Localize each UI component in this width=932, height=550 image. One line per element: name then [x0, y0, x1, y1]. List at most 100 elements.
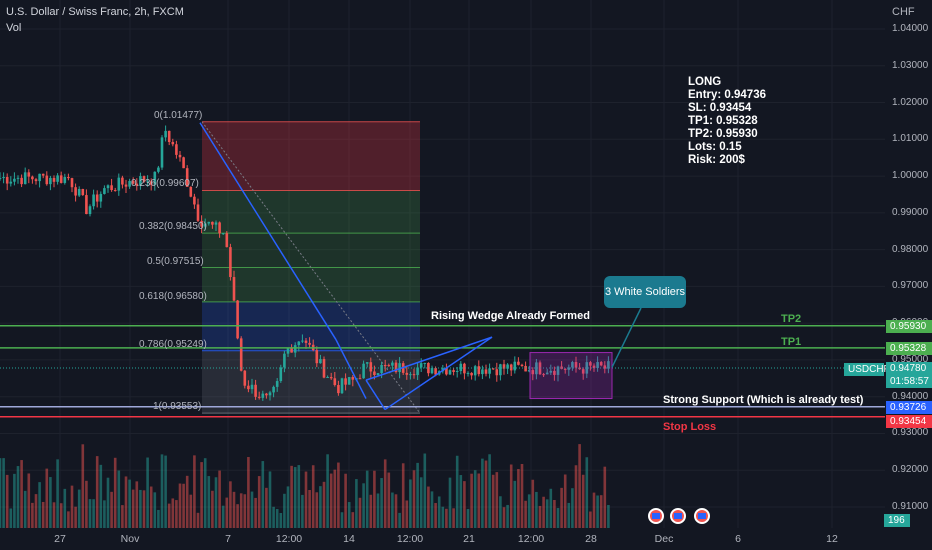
candle-body	[308, 342, 311, 345]
volume-bar	[67, 511, 70, 528]
volume-bar	[466, 509, 470, 528]
volume-bar	[599, 495, 603, 528]
candle-body	[38, 173, 41, 182]
volume-bar	[175, 500, 178, 528]
volume-bar	[301, 494, 304, 528]
time-tick: 12:00	[517, 533, 545, 545]
candle-body	[70, 178, 74, 188]
volume-bar	[463, 481, 466, 528]
wedge-lines	[199, 122, 642, 411]
volume-bar	[542, 496, 545, 528]
volume-bar	[488, 454, 491, 528]
volume-bar	[574, 465, 578, 528]
candle-body	[599, 362, 603, 366]
candle-body	[459, 363, 463, 372]
time-tick: 6	[735, 533, 741, 545]
candle-body	[232, 277, 236, 301]
candle-body	[131, 181, 135, 184]
candle-body	[110, 185, 113, 191]
consolidation-box	[529, 352, 613, 400]
volume-bar	[459, 475, 463, 528]
volume-bar	[538, 505, 542, 528]
trade-direction: LONG	[688, 76, 722, 88]
volume-bar	[441, 506, 445, 528]
three-white-soldiers-callout[interactable]: 3 White Soldiers	[604, 276, 686, 308]
volume-bar	[481, 458, 484, 528]
volume-bar	[250, 491, 254, 528]
volume-bar	[167, 503, 171, 528]
volume-bar	[113, 457, 117, 528]
candle-body	[157, 167, 160, 172]
candle-body	[412, 374, 416, 376]
volume-bar	[214, 477, 218, 528]
volume-bar	[311, 465, 315, 528]
volume-bar	[23, 490, 27, 528]
tp2-label: TP2	[781, 313, 802, 325]
volume-bar	[578, 444, 581, 528]
candle-body	[452, 370, 455, 372]
volume-bar	[585, 457, 589, 528]
volume-bar	[13, 473, 16, 528]
candle-body	[121, 177, 124, 185]
fib-label-05: 0.5(0.97515)	[147, 256, 204, 267]
volume-bar	[509, 464, 513, 528]
time-tick: 27	[54, 533, 66, 545]
volume-bar	[272, 506, 275, 528]
volume-bar	[178, 483, 182, 528]
price-tick: 0.93000	[892, 427, 929, 439]
candle-body	[387, 365, 391, 367]
volume-bar	[139, 489, 142, 528]
volume-bar	[146, 457, 149, 528]
us-flag-icon[interactable]	[694, 508, 710, 524]
volume-bar	[506, 504, 509, 528]
volume-bar	[531, 479, 535, 528]
price-tick: 1.01000	[892, 133, 929, 145]
volume-bar	[290, 465, 293, 528]
price-tick: 0.91000	[892, 501, 929, 512]
candle-body	[207, 221, 211, 224]
volume-bar	[365, 470, 369, 528]
candle-body	[567, 367, 571, 370]
candle-body	[229, 247, 232, 278]
volume-bar	[254, 497, 257, 528]
candle-body	[549, 370, 553, 373]
volume-bar	[92, 499, 95, 528]
candle-body	[128, 181, 131, 187]
volume-bar	[59, 503, 63, 528]
candle-body	[257, 396, 261, 398]
candle-body	[239, 338, 243, 371]
volume-bar	[603, 466, 607, 528]
candle-body	[571, 362, 574, 368]
volume-bar	[225, 497, 229, 528]
volume-bar	[499, 496, 502, 528]
volume-bar	[567, 502, 571, 528]
candle-body	[509, 364, 513, 371]
candle-body	[103, 188, 106, 194]
volume-bar	[20, 460, 23, 528]
time-tick: 12:00	[396, 533, 424, 545]
candle-body	[369, 362, 373, 372]
volume-bar	[293, 467, 297, 528]
volume-bar	[308, 489, 311, 528]
volume-bar	[49, 477, 52, 528]
candle-body	[88, 206, 92, 215]
us-flag-icon[interactable]	[670, 508, 686, 524]
volume-bar	[355, 479, 358, 528]
volume-bar	[41, 501, 45, 528]
price-tick: 0.98000	[892, 243, 929, 255]
candle-body	[171, 142, 175, 145]
volume-bar	[5, 474, 9, 528]
us-flag-icon[interactable]	[648, 508, 664, 524]
volume-bar	[52, 502, 56, 528]
volume-bar	[164, 455, 167, 528]
volume-bar	[502, 507, 506, 528]
candle-body	[499, 364, 502, 376]
candle-body	[113, 190, 117, 192]
volume-bar	[131, 489, 135, 528]
candle-body	[466, 372, 470, 374]
volume-bar	[124, 476, 128, 528]
time-tick: 28	[585, 533, 597, 545]
candle-body	[520, 364, 524, 366]
volume-bar	[16, 466, 20, 528]
